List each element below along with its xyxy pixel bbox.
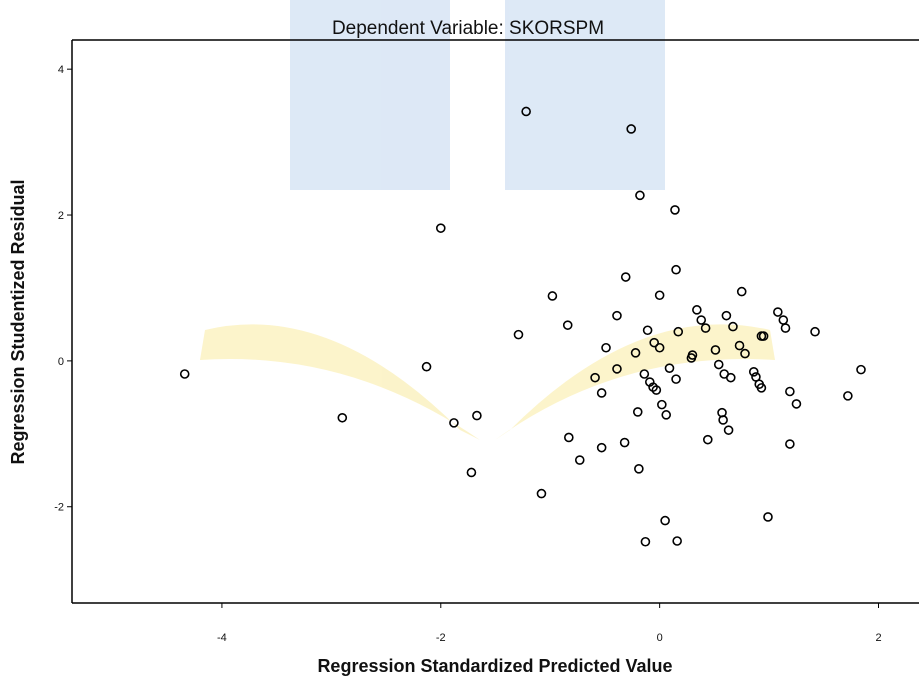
y-tick-label: 0 — [58, 356, 64, 368]
y-axis-title: Regression Studentized Residual — [8, 179, 28, 464]
point — [622, 273, 630, 281]
point — [598, 444, 606, 452]
point — [621, 439, 629, 447]
point — [661, 517, 669, 525]
point — [658, 401, 666, 409]
point — [704, 436, 712, 444]
point — [636, 191, 644, 199]
point — [514, 331, 522, 339]
chart-title: Dependent Variable: SKORSPM — [332, 18, 604, 39]
point — [450, 419, 458, 427]
point — [715, 361, 723, 369]
point — [764, 513, 772, 521]
point — [662, 411, 670, 419]
point — [786, 388, 794, 396]
point — [602, 344, 610, 352]
watermark-shape — [200, 324, 480, 440]
point — [750, 368, 758, 376]
point — [641, 538, 649, 546]
point — [564, 321, 572, 329]
point — [565, 433, 573, 441]
point — [811, 328, 819, 336]
point — [181, 370, 189, 378]
point — [644, 326, 652, 334]
y-tick-label: 4 — [58, 64, 64, 76]
point — [656, 291, 664, 299]
point — [672, 375, 680, 383]
x-tick-label: -4 — [217, 632, 227, 644]
point — [779, 316, 787, 324]
point — [774, 308, 782, 316]
point — [727, 374, 735, 382]
point — [640, 370, 648, 378]
point — [576, 456, 584, 464]
point — [693, 306, 701, 314]
point — [634, 408, 642, 416]
y-tick-label: 2 — [58, 210, 64, 222]
point — [697, 316, 705, 324]
point — [437, 224, 445, 232]
point — [844, 392, 852, 400]
watermark-shape — [495, 324, 775, 440]
x-tick-label: 0 — [657, 632, 663, 644]
chart: Dependent Variable: SKORSPM Regression S… — [0, 0, 919, 685]
point — [338, 414, 346, 422]
point — [725, 426, 733, 434]
point — [467, 468, 475, 476]
point — [598, 389, 606, 397]
point — [548, 292, 556, 300]
watermark — [200, 0, 775, 440]
point — [671, 206, 679, 214]
point — [613, 312, 621, 320]
point — [635, 465, 643, 473]
point — [781, 324, 789, 332]
point — [665, 364, 673, 372]
x-tick-label: -2 — [436, 632, 446, 644]
point — [673, 537, 681, 545]
point — [672, 266, 680, 274]
y-tick-label: -2 — [54, 502, 64, 514]
point — [473, 412, 481, 420]
point — [537, 490, 545, 498]
point — [722, 312, 730, 320]
x-axis-title: Regression Standardized Predicted Value — [317, 656, 672, 676]
point — [738, 288, 746, 296]
point — [857, 366, 865, 374]
point — [423, 363, 431, 371]
point — [792, 400, 800, 408]
point — [786, 440, 794, 448]
x-tick-label: 2 — [875, 632, 881, 644]
